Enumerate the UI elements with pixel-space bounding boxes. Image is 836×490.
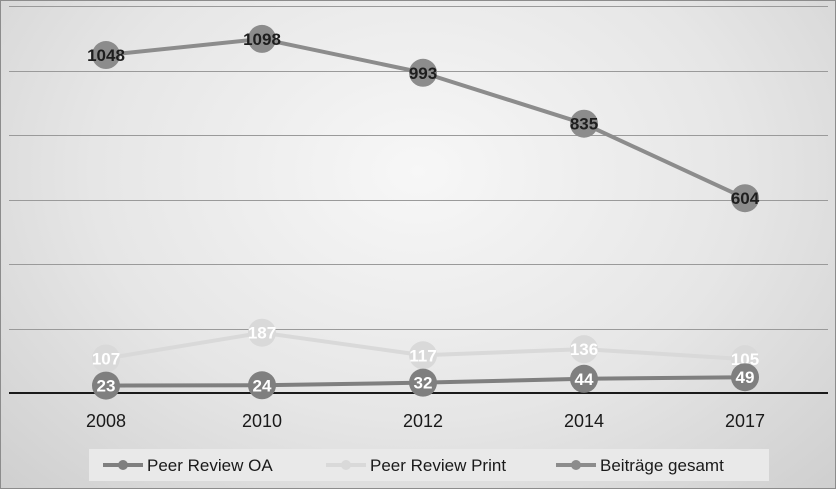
data-label-peer-review-oa: 32 [414, 374, 433, 393]
legend-swatch-marker [571, 460, 581, 470]
data-point-beitraege-gesamt [409, 58, 437, 87]
data-point-peer-review-print [409, 341, 437, 370]
legend-label: Peer Review OA [147, 456, 273, 475]
data-point-peer-review-print [570, 335, 598, 364]
legend-item-peer-review-print: Peer Review Print [326, 456, 506, 475]
legend-item-beitraege-gesamt: Beiträge gesamt [556, 456, 724, 475]
data-label-beitraege-gesamt: 1048 [87, 46, 125, 65]
x-tick-label: 2010 [242, 411, 282, 431]
data-label-peer-review-print: 117 [409, 346, 436, 365]
data-point-peer-review-oa [731, 363, 759, 392]
legend-label: Beiträge gesamt [600, 456, 724, 475]
series-markers: 1048 1098 993 835 604 107 187 117 136 105 23 24 32 44… [87, 24, 760, 400]
data-label-peer-review-print: 187 [248, 324, 276, 343]
data-label-beitraege-gesamt: 604 [731, 189, 760, 208]
data-point-beitraege-gesamt [248, 24, 276, 53]
data-label-peer-review-print: 136 [570, 340, 598, 359]
data-point-peer-review-oa [92, 371, 120, 400]
data-point-peer-review-oa [570, 364, 598, 393]
data-label-peer-review-print: 105 [731, 350, 759, 369]
data-point-beitraege-gesamt [731, 184, 759, 213]
data-label-peer-review-oa: 49 [736, 368, 755, 387]
data-point-peer-review-print [248, 318, 276, 347]
x-tick-label: 2017 [725, 411, 765, 431]
x-tick-label: 2012 [403, 411, 443, 431]
legend: Peer Review OA Peer Review Print Beiträge … [89, 449, 769, 481]
data-point-peer-review-print [92, 344, 120, 373]
data-label-peer-review-oa: 24 [253, 376, 272, 395]
legend-box [89, 449, 769, 481]
legend-item-peer-review-oa: Peer Review OA [103, 456, 273, 475]
data-label-beitraege-gesamt: 993 [409, 64, 437, 83]
series-lines [105, 36, 746, 388]
data-label-peer-review-oa: 44 [575, 370, 594, 389]
data-label-beitraege-gesamt: 835 [570, 115, 598, 134]
data-point-peer-review-oa [248, 371, 276, 400]
legend-swatch-marker [118, 460, 128, 470]
data-point-peer-review-oa [409, 368, 437, 397]
data-label-beitraege-gesamt: 1098 [243, 30, 281, 49]
data-point-beitraege-gesamt [92, 41, 120, 70]
legend-label: Peer Review Print [370, 456, 506, 475]
x-tick-label: 2014 [564, 411, 604, 431]
data-label-peer-review-print: 107 [92, 349, 120, 368]
x-tick-label: 2008 [86, 411, 126, 431]
legend-swatch-marker [341, 460, 351, 470]
data-label-peer-review-oa: 23 [97, 377, 116, 396]
data-point-beitraege-gesamt [570, 109, 598, 138]
x-axis-ticks: 2008 2010 2012 2014 2017 [86, 411, 765, 431]
